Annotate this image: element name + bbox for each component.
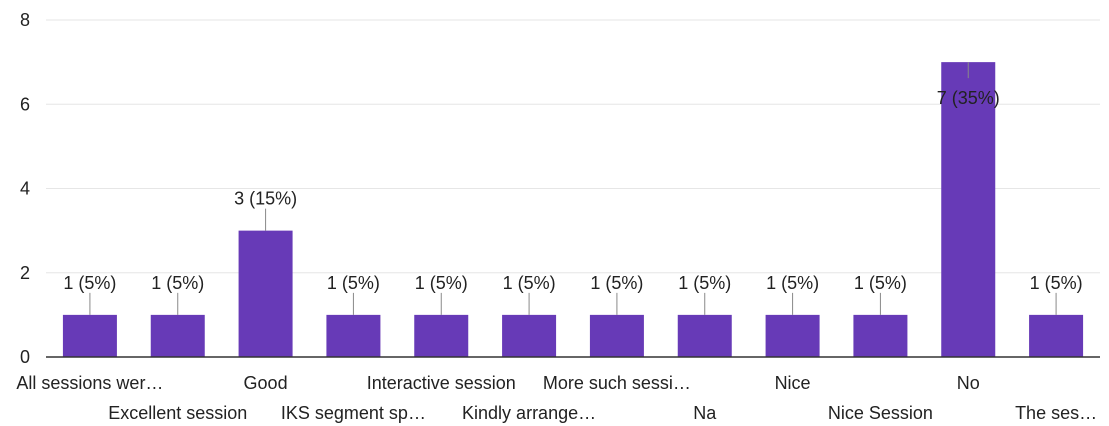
- x-category-label: Interactive session: [367, 373, 516, 393]
- x-category-label: Kindly arrange…: [462, 403, 596, 423]
- y-tick-label: 0: [20, 347, 30, 367]
- x-category-label: More such sessi…: [543, 373, 691, 393]
- bar[interactable]: [1029, 314, 1084, 357]
- data-label: 1 (5%): [151, 273, 204, 293]
- data-label: 7 (35%): [937, 88, 1000, 108]
- gridlines: [46, 19, 1100, 274]
- x-category-label: Na: [693, 403, 717, 423]
- x-category-label: All sessions wer…: [16, 373, 163, 393]
- data-label: 1 (5%): [766, 273, 819, 293]
- bar[interactable]: [150, 314, 205, 357]
- data-label: 1 (5%): [1030, 273, 1083, 293]
- y-tick-label: 2: [20, 263, 30, 283]
- data-label: 1 (5%): [678, 273, 731, 293]
- x-category-label: Nice: [775, 373, 811, 393]
- bar[interactable]: [414, 314, 469, 357]
- data-label: 1 (5%): [327, 273, 380, 293]
- bar[interactable]: [589, 314, 644, 357]
- x-category-label: The ses…: [1015, 403, 1097, 423]
- data-labels: 1 (5%) 1 (5%) 3 (15%) 1 (5%) 1 (5%) 1 (5%) 1 (…: [63, 62, 1083, 315]
- bar[interactable]: [765, 314, 820, 357]
- bar[interactable]: [853, 314, 908, 357]
- y-tick-label: 6: [20, 94, 30, 114]
- y-tick-label: 8: [20, 10, 30, 30]
- y-tick-label: 4: [20, 179, 30, 199]
- x-axis-category-labels: All sessions wer… Excellent session Good IK…: [16, 373, 1097, 423]
- data-label: 1 (5%): [503, 273, 556, 293]
- x-category-label: Excellent session: [108, 403, 247, 423]
- data-label: 1 (5%): [590, 273, 643, 293]
- x-category-label: No: [957, 373, 980, 393]
- bar[interactable]: [326, 314, 381, 357]
- bar[interactable]: [502, 314, 557, 357]
- x-category-label: Good: [244, 373, 288, 393]
- x-category-label: Nice Session: [828, 403, 933, 423]
- bar[interactable]: [238, 230, 293, 357]
- data-label: 1 (5%): [63, 273, 116, 293]
- data-label: 1 (5%): [415, 273, 468, 293]
- bar[interactable]: [677, 314, 732, 357]
- bar[interactable]: [62, 314, 117, 357]
- data-label: 3 (15%): [234, 189, 297, 209]
- x-category-label: IKS segment sp…: [281, 403, 426, 423]
- data-label: 1 (5%): [854, 273, 907, 293]
- bar[interactable]: [941, 62, 996, 357]
- y-axis-tick-labels: 0 2 4 6 8: [20, 10, 30, 367]
- bars: [62, 62, 1084, 357]
